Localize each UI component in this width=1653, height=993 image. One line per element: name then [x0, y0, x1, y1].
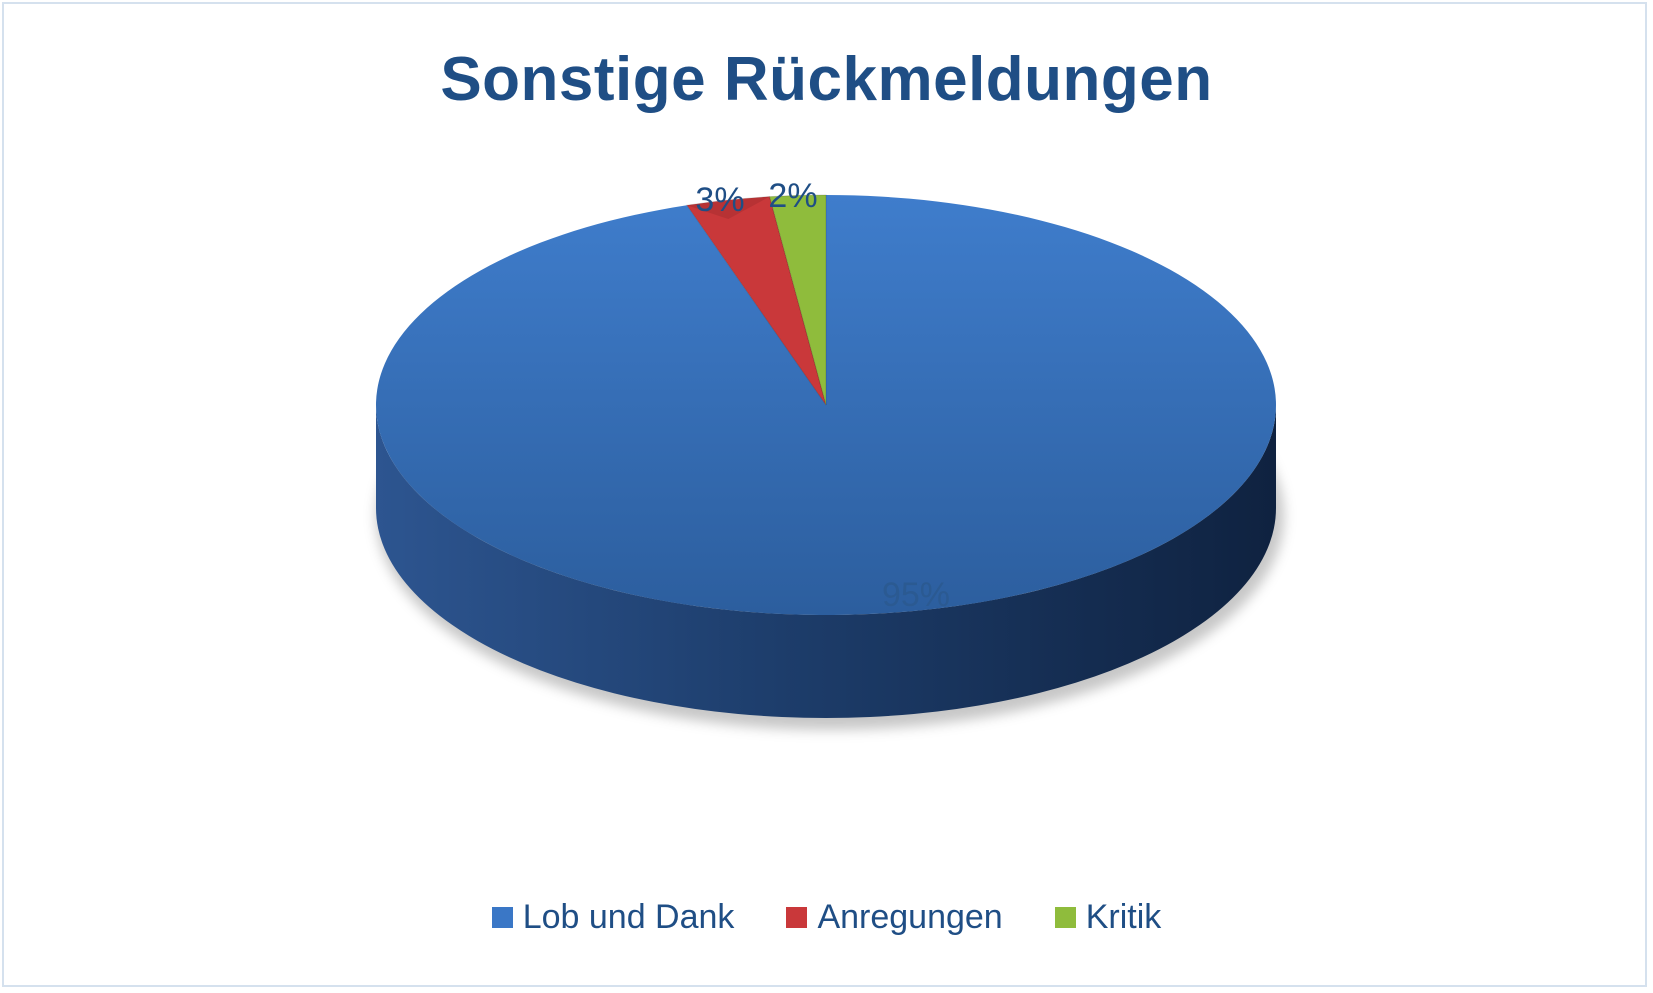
- pie-slice-lob-und-dank: [376, 195, 1277, 616]
- data-label-anregungen: 3%: [695, 181, 744, 219]
- data-label-lob-und-dank: 95%: [882, 576, 950, 614]
- legend-label: Kritik: [1085, 898, 1162, 936]
- legend-item-anregungen: Anregungen: [786, 898, 1003, 937]
- legend-swatch: [491, 907, 513, 928]
- legend-swatch: [1054, 907, 1076, 928]
- legend-label: Anregungen: [817, 898, 1003, 936]
- chart-title: Sonstige Rückmeldungen: [440, 45, 1213, 114]
- pie-slice-kritik: [768, 194, 827, 406]
- pie-slice-anregungen: [686, 196, 827, 406]
- legend-item-kritik: Kritik: [1054, 898, 1162, 937]
- legend-swatch: [786, 907, 808, 928]
- pie-slice-shade: [686, 196, 770, 219]
- legend-item-lob-und-dank: Lob und Dank: [491, 898, 735, 937]
- legend: Lob und Dank Anregungen Kritik: [0, 898, 1653, 937]
- legend-label: Lob und Dank: [522, 898, 735, 936]
- data-label-kritik: 2%: [768, 177, 817, 215]
- pie-side-wall: [376, 405, 1276, 718]
